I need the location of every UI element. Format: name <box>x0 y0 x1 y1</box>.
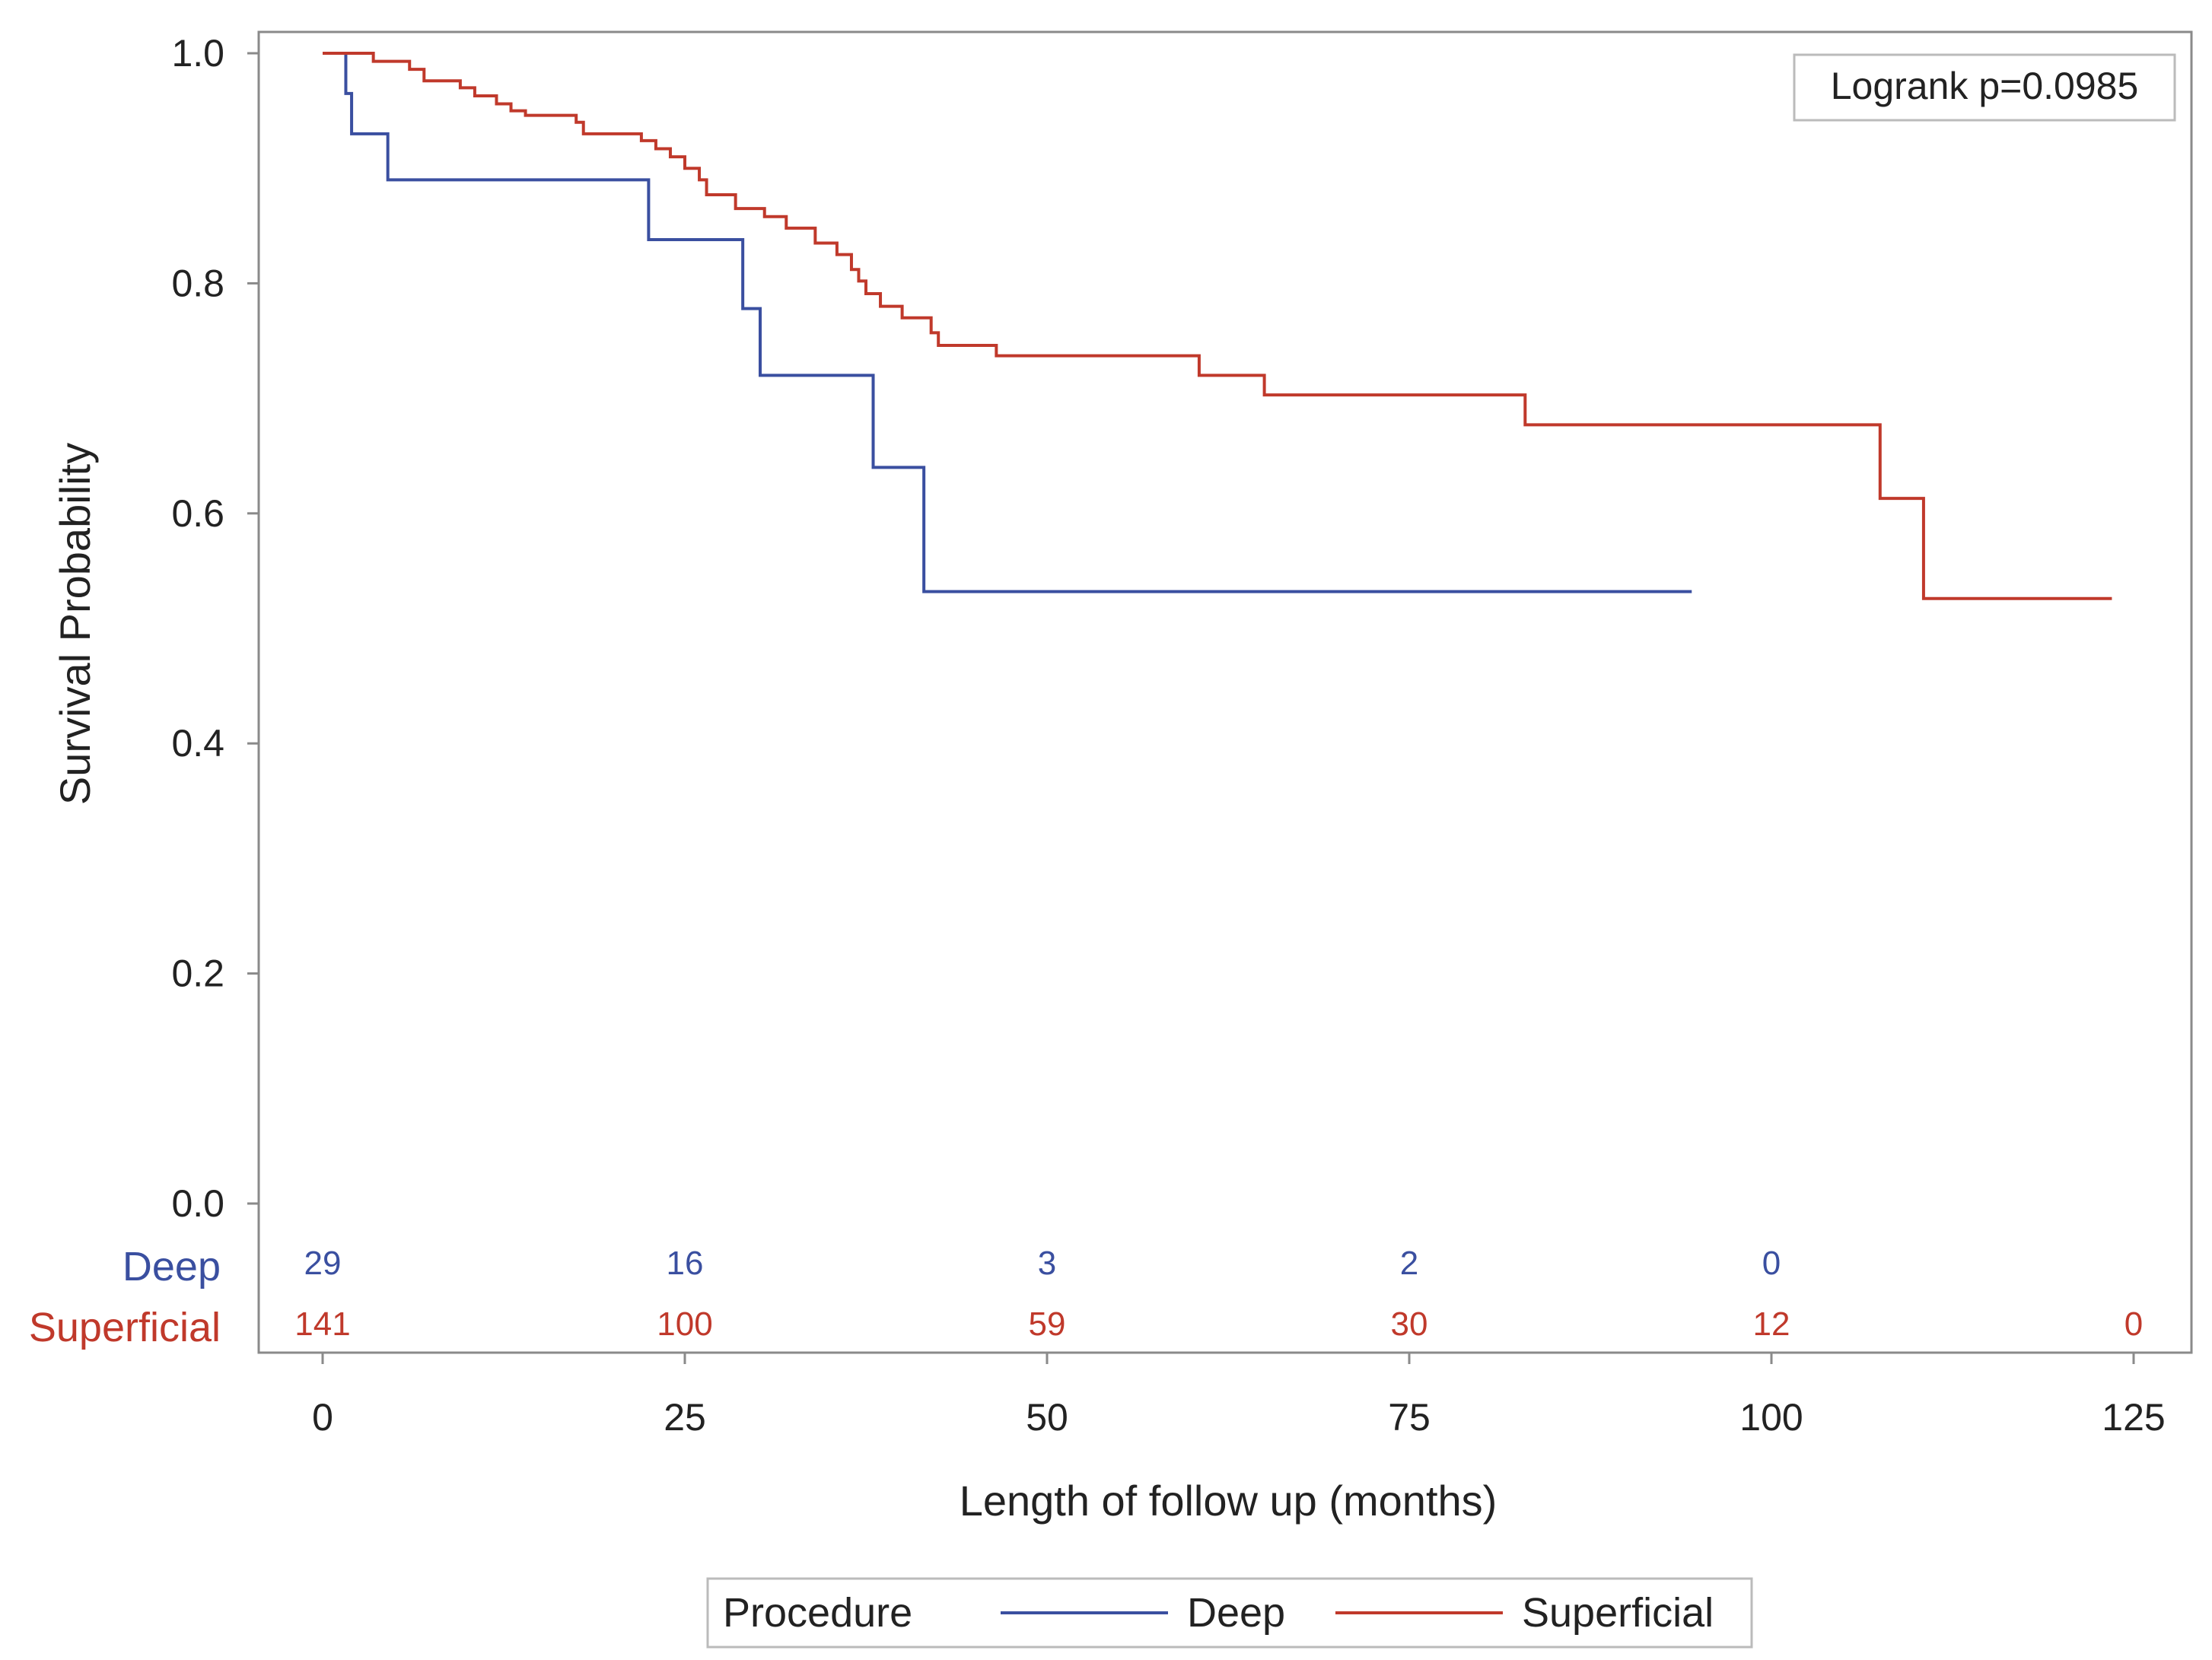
risk-count: 3 <box>1038 1245 1056 1282</box>
plot-frame <box>257 30 2193 1354</box>
survival-curve-deep <box>323 52 1692 593</box>
y-tick-label: 0.2 <box>171 952 224 995</box>
y-axis-title: Survival Probability <box>51 443 99 805</box>
risk-count: 0 <box>2124 1305 2143 1343</box>
legend: Procedure Deep Superficial <box>706 1577 1753 1649</box>
x-tick-label: 125 <box>2102 1396 2165 1439</box>
legend-label-superficial: Superficial <box>1522 1590 1714 1636</box>
legend-title: Procedure <box>723 1590 912 1636</box>
risk-count: 100 <box>657 1305 712 1343</box>
risk-count: 12 <box>1753 1305 1790 1343</box>
y-tick-label: 1.0 <box>171 32 224 75</box>
risk-count: 141 <box>294 1305 350 1343</box>
x-tick-label: 0 <box>312 1396 333 1439</box>
risk-count: 30 <box>1391 1305 1428 1343</box>
risk-count: 29 <box>304 1245 342 1282</box>
legend-box <box>706 1577 1753 1649</box>
x-tick-label: 50 <box>1026 1396 1068 1439</box>
logrank-annotation: Logrank p=0.0985 <box>1793 53 2176 122</box>
risk-count: 2 <box>1400 1245 1418 1282</box>
y-tick-label: 0.0 <box>171 1182 224 1225</box>
survival-curve-superficial <box>323 52 2112 600</box>
x-tick-label: 100 <box>1739 1396 1803 1439</box>
logrank-text: Logrank p=0.0985 <box>1831 65 2139 107</box>
x-axis: 0 25 50 75 100 125 <box>312 1353 2166 1439</box>
x-axis-title: Length of follow up (months) <box>960 1477 1497 1525</box>
risk-row-label-superficial: Superficial <box>29 1305 221 1350</box>
annotation-box <box>1793 53 2176 122</box>
x-tick-label: 25 <box>664 1396 706 1439</box>
y-tick-label: 0.4 <box>171 722 224 765</box>
risk-count: 59 <box>1029 1305 1066 1343</box>
legend-label-deep: Deep <box>1187 1590 1285 1636</box>
risk-table: Deep 29 16 3 2 0 Superficial 141 100 59 30 12 0 <box>29 1244 2143 1350</box>
y-axis: 0.0 0.2 0.4 0.6 0.8 1.0 <box>171 32 259 1225</box>
x-tick-label: 75 <box>1388 1396 1431 1439</box>
survival-curves <box>323 52 2112 600</box>
y-tick-label: 0.8 <box>171 262 224 304</box>
risk-row-label-deep: Deep <box>123 1244 221 1290</box>
y-tick-label: 0.6 <box>171 492 224 535</box>
risk-count: 16 <box>667 1245 704 1282</box>
risk-count: 0 <box>1762 1245 1781 1282</box>
